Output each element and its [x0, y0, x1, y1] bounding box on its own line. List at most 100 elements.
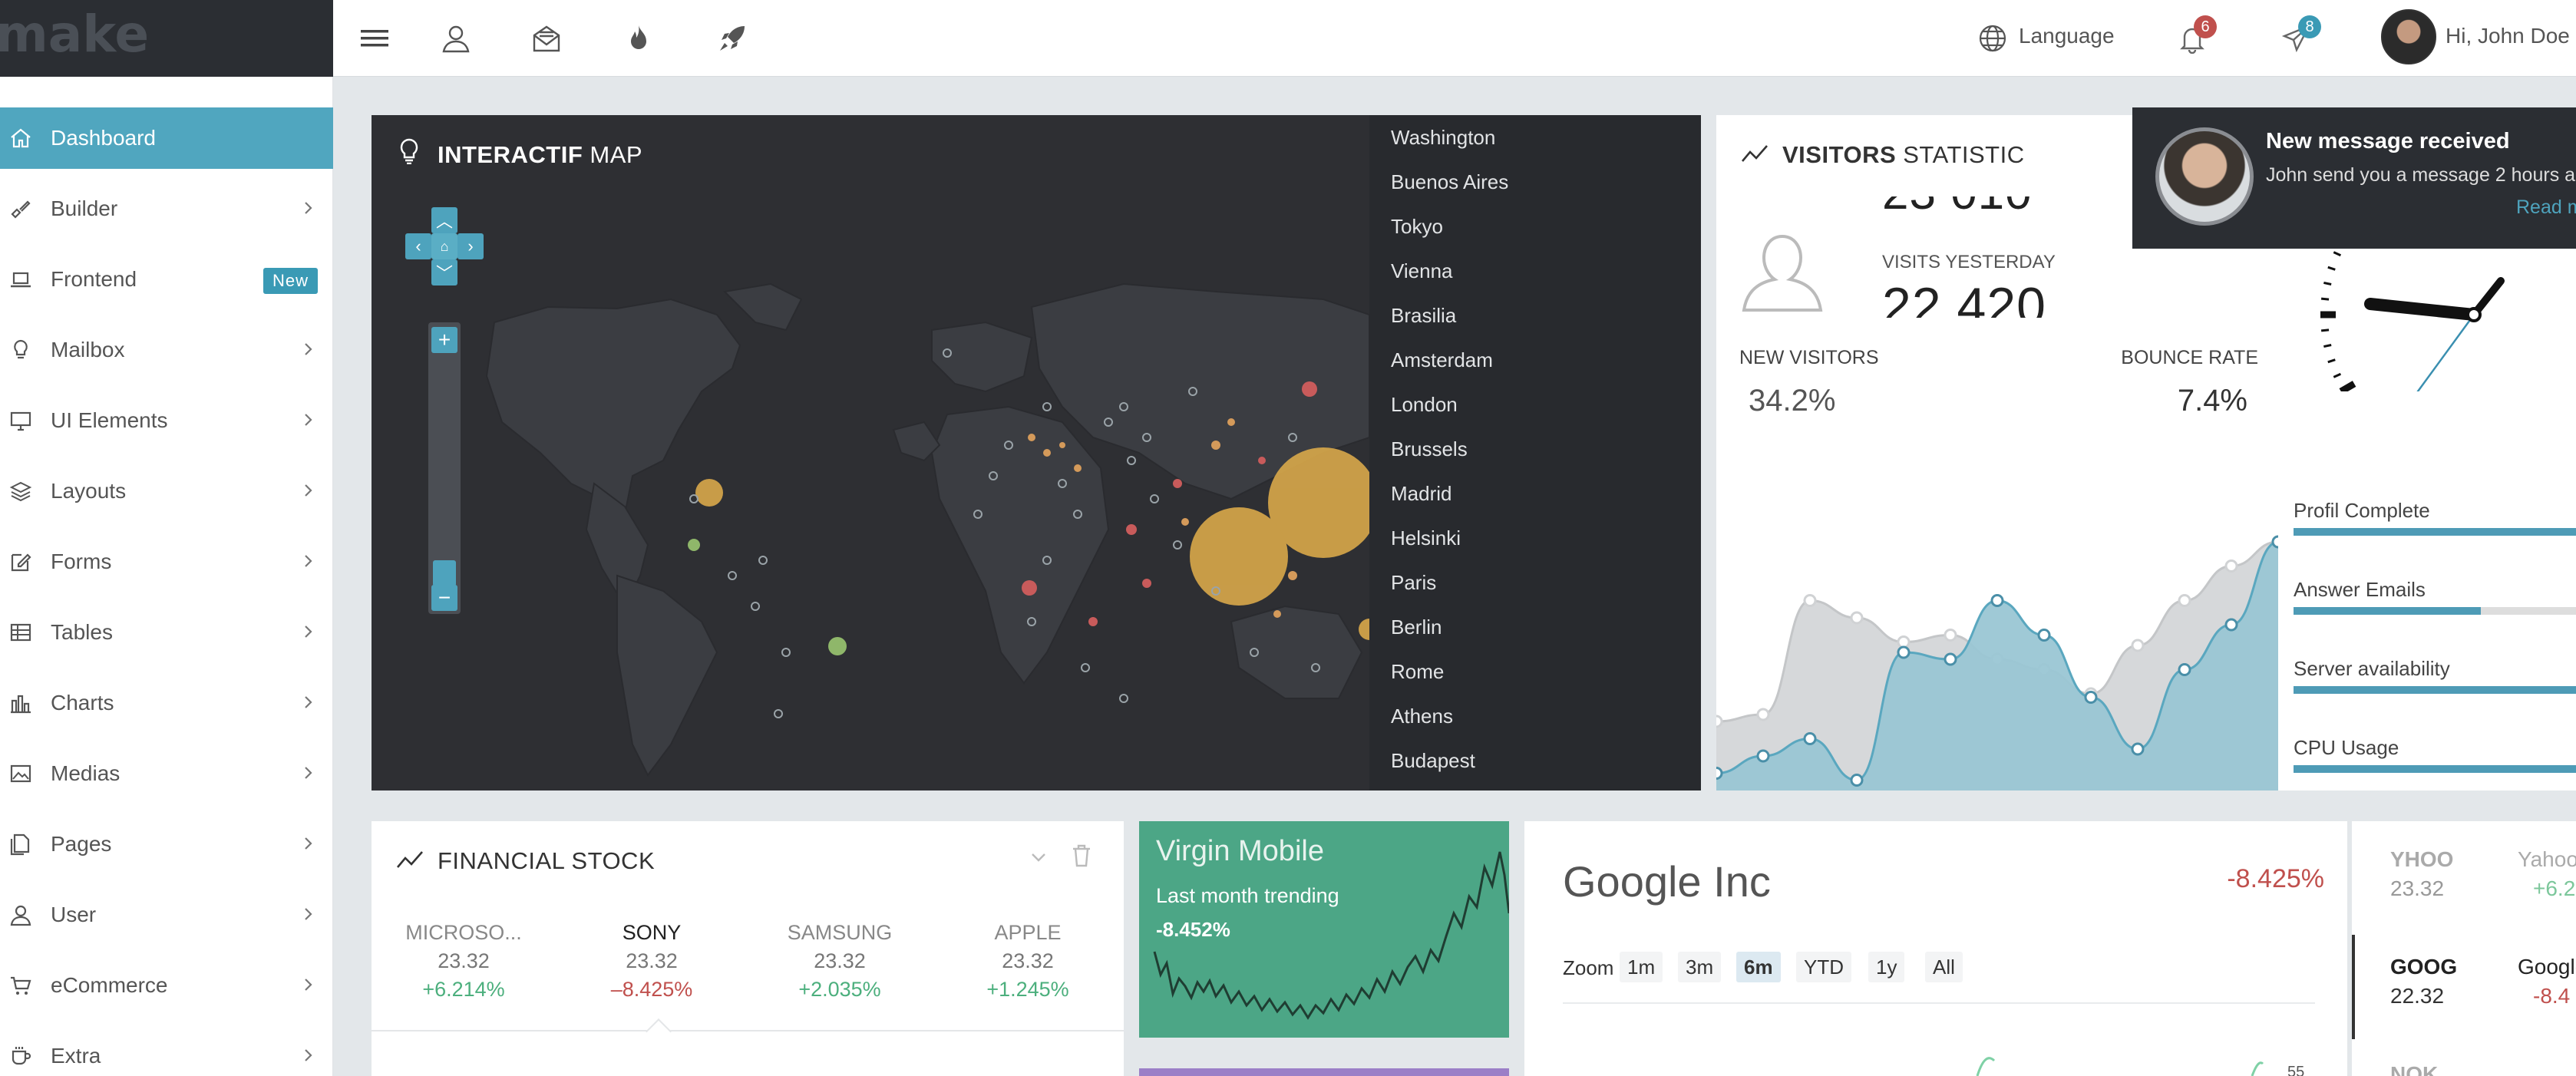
- sidebar-item-frontend[interactable]: Frontend New: [0, 249, 333, 310]
- zoom-option-button[interactable]: 1m: [1620, 952, 1663, 982]
- sidebar-item-pages[interactable]: Pages: [0, 814, 333, 875]
- notification-read-link[interactable]: Read m: [2516, 196, 2576, 218]
- map-zoom-in-button[interactable]: +: [431, 327, 457, 353]
- sidebar-item-builder[interactable]: Builder: [0, 178, 333, 239]
- brand-logo[interactable]: make: [0, 0, 333, 77]
- sidebar-item-medias[interactable]: Medias: [0, 743, 333, 804]
- virgin-mobile-card[interactable]: Virgin Mobile Last month trending -8.452…: [1139, 821, 1509, 1038]
- progress-bar: [2294, 528, 2576, 536]
- map-zoom-handle[interactable]: [433, 560, 456, 586]
- visitors-data-point: [1850, 774, 1864, 787]
- map-pan-left-button[interactable]: ‹: [405, 233, 431, 259]
- progress-bar: [2294, 765, 2576, 773]
- map-pan-down-button[interactable]: ﹀: [431, 259, 457, 286]
- zoom-option-button[interactable]: 1y: [1868, 952, 1905, 982]
- visitors-data-point: [1756, 749, 1770, 763]
- sidebar-item-tables[interactable]: Tables: [0, 602, 333, 663]
- progress-bar: [2294, 686, 2576, 694]
- map-pan-right-button[interactable]: ›: [457, 233, 484, 259]
- user-icon[interactable]: [436, 18, 476, 58]
- city-item[interactable]: Tokyo: [1391, 215, 1443, 238]
- progress-bar: [2294, 607, 2576, 615]
- map-zoom-out-button[interactable]: −: [431, 585, 457, 611]
- cart-icon: [9, 974, 32, 997]
- city-item[interactable]: Amsterdam: [1391, 348, 1493, 371]
- chevron-right-icon: [299, 623, 316, 640]
- chevron-right-icon: [299, 976, 316, 993]
- line-chart-icon: [1741, 143, 1769, 166]
- city-item[interactable]: Rome: [1391, 660, 1445, 683]
- next-card-edge: [1139, 1068, 1509, 1076]
- sidebar-item-label: Builder: [51, 196, 118, 220]
- sidebar-item-label: UI Elements: [51, 408, 168, 432]
- sidebar-item-charts[interactable]: Charts: [0, 672, 333, 734]
- city-item[interactable]: London: [1391, 393, 1458, 416]
- chevron-right-icon: [299, 200, 316, 216]
- globe-icon[interactable]: [1973, 18, 2013, 58]
- sidebar-item-forms[interactable]: Forms: [0, 531, 333, 592]
- interactive-map-panel: INTERACTIF MAP ︿ ‹ ⌂: [372, 115, 1701, 790]
- fire-icon[interactable]: [619, 18, 659, 58]
- menu-toggle-icon[interactable]: [355, 18, 395, 58]
- city-item[interactable]: Brasilia: [1391, 304, 1457, 327]
- chevron-down-icon[interactable]: [1029, 847, 1049, 867]
- trash-icon[interactable]: [1070, 843, 1093, 869]
- city-item[interactable]: Helsinki: [1391, 526, 1461, 550]
- progress-fill: [2294, 686, 2576, 694]
- sidebar-item-ui-elements[interactable]: UI Elements: [0, 390, 333, 451]
- zoom-option-button[interactable]: 3m: [1678, 952, 1722, 982]
- map-home-icon[interactable]: ⌂: [431, 233, 457, 259]
- sidebar-item-label: Mailbox: [51, 338, 125, 361]
- visitors-data-point: [2084, 691, 2098, 704]
- visitors-data-point: [1897, 645, 1911, 659]
- stock-name: APPLE: [994, 921, 1062, 944]
- visitors-data-point: [1803, 732, 1817, 745]
- sidebar-item-extra[interactable]: Extra: [0, 1025, 333, 1076]
- city-item[interactable]: Madrid: [1391, 482, 1452, 505]
- visitors-data-point: [1756, 708, 1770, 721]
- city-item[interactable]: Athens: [1391, 705, 1453, 728]
- sidebar-item-dashboard[interactable]: Dashboard: [0, 107, 333, 169]
- stock-item[interactable]: MICROSO... 23.32 +6.214%: [387, 921, 540, 1002]
- stock-item[interactable]: SONY 23.32 –8.425%: [575, 921, 728, 1002]
- ticker-price: 23.32: [2390, 876, 2445, 900]
- sidebar-item-layouts[interactable]: Layouts: [0, 460, 333, 522]
- layers-icon: [9, 480, 32, 503]
- city-item[interactable]: Buenos Aires: [1391, 170, 1509, 193]
- map-pan-up-button[interactable]: ︿: [431, 207, 457, 233]
- zoom-option-button[interactable]: 6m: [1736, 952, 1781, 982]
- user-greeting[interactable]: Hi, John Doe: [2446, 24, 2570, 48]
- sidebar-item-user[interactable]: User: [0, 884, 333, 946]
- city-item[interactable]: Paris: [1391, 571, 1437, 594]
- sidebar-item-label: eCommerce: [51, 973, 168, 997]
- mail-open-icon[interactable]: [527, 18, 566, 58]
- message-notification[interactable]: New message received John send you a mes…: [2132, 107, 2576, 249]
- stock-item[interactable]: APPLE 23.32 +1.245%: [951, 921, 1105, 1002]
- visitors-area-chart[interactable]: [1716, 514, 2278, 790]
- google-price-chart[interactable]: [1524, 1013, 2347, 1076]
- pages-icon: [9, 833, 32, 856]
- stock-item[interactable]: SAMSUNG 23.32 +2.035%: [763, 921, 916, 1002]
- avatar[interactable]: [2381, 9, 2436, 64]
- sidebar-item-mailbox[interactable]: Mailbox: [0, 319, 333, 381]
- zoom-option-button[interactable]: All: [1925, 952, 1963, 982]
- city-item[interactable]: Vienna: [1391, 259, 1453, 282]
- sidebar-item-ecommerce[interactable]: eCommerce: [0, 955, 333, 1016]
- ticker-price: 22.32: [2390, 984, 2445, 1008]
- sidebar-item-label: Tables: [51, 620, 113, 644]
- language-label[interactable]: Language: [2019, 24, 2115, 48]
- stock-name: MICROSO...: [405, 921, 522, 944]
- city-item[interactable]: Brussels: [1391, 437, 1468, 460]
- google-change: -8.425%: [2227, 864, 2324, 893]
- lightbulb-icon: [9, 338, 32, 361]
- world-map[interactable]: [372, 115, 1369, 790]
- rocket-icon[interactable]: [712, 18, 752, 58]
- city-item[interactable]: Budapest: [1391, 749, 1475, 772]
- selected-ticker-indicator: [2352, 935, 2355, 1039]
- zoom-option-button[interactable]: YTD: [1796, 952, 1851, 982]
- stock-price: 23.32: [626, 949, 678, 972]
- city-item[interactable]: Washington: [1391, 126, 1496, 149]
- monitor-icon: [9, 409, 32, 432]
- city-item[interactable]: Berlin: [1391, 616, 1442, 639]
- visitors-data-point: [2131, 742, 2145, 756]
